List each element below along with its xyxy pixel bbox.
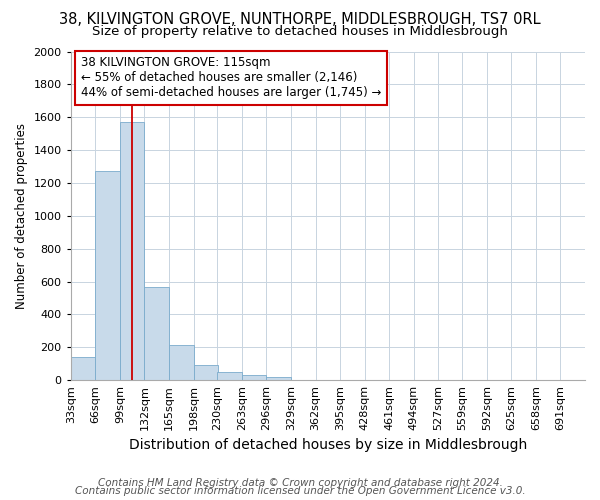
Bar — [242, 376, 266, 380]
Bar — [169, 345, 194, 380]
Bar — [120, 122, 145, 380]
Bar — [194, 364, 218, 380]
Bar — [217, 372, 242, 380]
Y-axis label: Number of detached properties: Number of detached properties — [15, 123, 28, 309]
X-axis label: Distribution of detached houses by size in Middlesbrough: Distribution of detached houses by size … — [129, 438, 527, 452]
Text: 38, KILVINGTON GROVE, NUNTHORPE, MIDDLESBROUGH, TS7 0RL: 38, KILVINGTON GROVE, NUNTHORPE, MIDDLES… — [59, 12, 541, 28]
Bar — [95, 172, 120, 380]
Text: Contains public sector information licensed under the Open Government Licence v3: Contains public sector information licen… — [74, 486, 526, 496]
Bar — [145, 286, 169, 380]
Text: 38 KILVINGTON GROVE: 115sqm
← 55% of detached houses are smaller (2,146)
44% of : 38 KILVINGTON GROVE: 115sqm ← 55% of det… — [81, 56, 382, 100]
Text: Size of property relative to detached houses in Middlesbrough: Size of property relative to detached ho… — [92, 25, 508, 38]
Text: Contains HM Land Registry data © Crown copyright and database right 2024.: Contains HM Land Registry data © Crown c… — [98, 478, 502, 488]
Bar — [71, 357, 95, 380]
Bar — [266, 377, 291, 380]
